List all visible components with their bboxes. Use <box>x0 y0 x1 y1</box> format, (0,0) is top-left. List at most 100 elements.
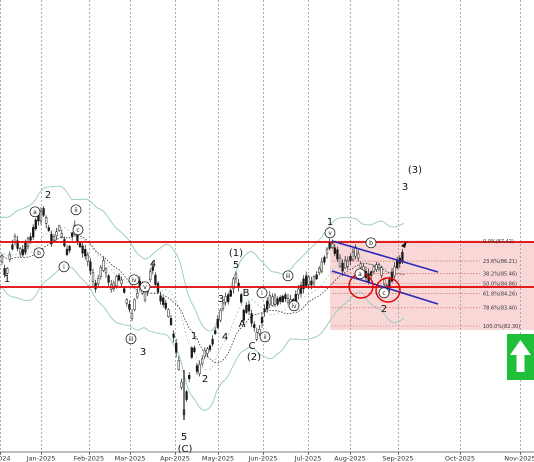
candle-6 <box>16 235 19 252</box>
wave-label-28: v <box>324 227 336 239</box>
wave-label-17: 4 <box>222 332 228 343</box>
candle-123 <box>320 257 323 274</box>
svg-text:5: 5 <box>233 260 239 271</box>
candle-34 <box>89 257 92 276</box>
candle-58 <box>151 262 154 275</box>
bollinger-middle <box>0 226 405 371</box>
svg-text:1: 1 <box>191 331 197 342</box>
x-tick-label-8: Aug-2025 <box>334 455 366 462</box>
candle-94 <box>245 302 248 314</box>
candle-0 <box>0 253 4 265</box>
candle-145 <box>377 262 381 272</box>
svg-text:C: C <box>249 341 256 352</box>
fib-label-6: 100.0%(82.30) <box>483 324 520 330</box>
svg-text:B: B <box>243 288 250 299</box>
candle-117 <box>305 271 308 288</box>
candle-33 <box>86 252 89 267</box>
candle-101 <box>263 304 266 317</box>
wave-label-20: A <box>239 319 246 330</box>
candle-146 <box>380 265 383 278</box>
wave-label-9: v <box>139 281 151 293</box>
svg-text:5: 5 <box>181 432 187 443</box>
candle-81 <box>211 335 214 347</box>
candle-90 <box>234 271 238 284</box>
wave-label-1: 2 <box>45 190 51 201</box>
candle-87 <box>227 293 230 305</box>
candle-79 <box>206 347 209 358</box>
svg-text:(C): (C) <box>178 444 193 455</box>
wave-label-33: 2 <box>381 304 387 315</box>
candle-131 <box>341 259 344 277</box>
candle-57 <box>149 268 152 283</box>
svg-text:v: v <box>328 230 332 237</box>
candle-21 <box>55 228 58 241</box>
candle-62 <box>162 296 165 308</box>
candle-19 <box>50 230 53 247</box>
candle-71 <box>185 390 188 402</box>
wave-label-29: 1 <box>327 217 333 228</box>
candle-135 <box>351 248 355 262</box>
candle-83 <box>216 315 219 329</box>
svg-text:3: 3 <box>402 182 408 193</box>
candle-151 <box>393 262 396 279</box>
candle-72 <box>188 372 191 382</box>
x-tick-label-11: Nov-2025 <box>504 455 534 462</box>
candle-128 <box>333 244 336 257</box>
svg-text:4: 4 <box>222 332 228 343</box>
candle-121 <box>315 271 318 280</box>
candle-78 <box>203 347 206 360</box>
candle-129 <box>336 246 339 262</box>
svg-text:iv: iv <box>291 303 297 310</box>
candle-38 <box>99 264 102 280</box>
candle-86 <box>224 292 227 306</box>
x-tick-label-6: Jun-2025 <box>247 455 277 462</box>
svg-text:4: 4 <box>150 259 156 270</box>
wave-label-31: b <box>365 237 377 249</box>
candle-147 <box>383 278 386 286</box>
candle-104 <box>271 293 274 307</box>
candle-2 <box>6 266 9 277</box>
x-tick-label-3: Mar-2025 <box>115 455 146 462</box>
candle-68 <box>177 355 180 371</box>
candle-45 <box>117 273 121 282</box>
candle-26 <box>68 244 71 254</box>
x-tick-label-9: Sep-2025 <box>382 455 413 462</box>
wave-label-10: 3 <box>140 347 146 358</box>
candle-103 <box>268 291 271 309</box>
candle-96 <box>250 309 253 327</box>
candle-8 <box>21 244 24 257</box>
candle-31 <box>81 242 84 258</box>
fib-label-2: 38.2%(85.46) <box>483 271 517 277</box>
candle-105 <box>273 292 277 308</box>
candle-67 <box>175 338 178 358</box>
candle-27 <box>71 231 74 241</box>
candle-84 <box>219 308 222 323</box>
wave-label-27: iv <box>288 300 300 312</box>
wave-label-32: c <box>378 287 390 299</box>
arrow-up-icon <box>507 334 534 380</box>
candle-3 <box>8 251 11 263</box>
candle-150 <box>390 268 394 283</box>
svg-text:b: b <box>369 240 373 247</box>
candle-76 <box>198 360 201 377</box>
wave-label-4: c <box>72 224 84 236</box>
wave-label-21: B <box>243 288 250 299</box>
candle-108 <box>281 294 284 303</box>
svg-text:i: i <box>63 264 65 271</box>
svg-text:1: 1 <box>327 217 333 228</box>
candle-66 <box>172 330 175 343</box>
wave-label-26: iii <box>282 270 294 282</box>
candle-43 <box>112 280 115 292</box>
candle-144 <box>375 261 378 272</box>
channel-lower-line <box>331 270 439 305</box>
candle-12 <box>32 224 35 240</box>
wave-label-15: 2 <box>202 374 208 385</box>
svg-text:2: 2 <box>202 374 208 385</box>
svg-text:v: v <box>143 284 147 291</box>
support-test-circle-1 <box>375 277 401 303</box>
candle-52 <box>136 288 139 300</box>
candle-99 <box>258 325 261 336</box>
